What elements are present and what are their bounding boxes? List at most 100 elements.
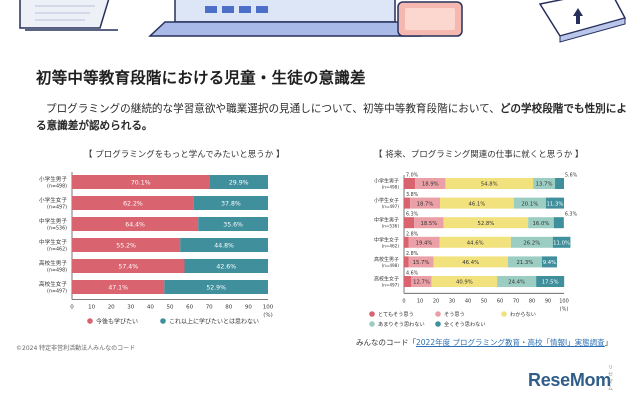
legend-marker — [435, 311, 441, 317]
category-n-label: (n=498) — [47, 184, 67, 190]
legend-label: あまりそう思わない — [378, 321, 425, 328]
bar-segment — [72, 175, 210, 189]
data-label: 5.6% — [565, 173, 578, 179]
x-tick-label: 10 — [417, 298, 423, 304]
legend-marker — [160, 318, 166, 324]
data-label: 2.8% — [406, 251, 419, 257]
data-label: 19.4% — [416, 240, 433, 246]
legend-label: これ以上に学びたいとは思わない — [169, 318, 259, 326]
bar-segment — [433, 256, 508, 268]
bar-segment — [198, 217, 268, 231]
data-label: 24.4% — [508, 280, 525, 286]
x-tick-label: 30 — [449, 298, 455, 304]
legend-marker — [87, 318, 93, 324]
category-label: 小学生男子 — [39, 175, 67, 183]
bar-segment — [443, 217, 529, 229]
chart-learning-motivation: 0 10 20 30 40 50 60 70 80 90 100(%)小学生男子(n=498)70.… — [39, 172, 274, 326]
category-n-label: (n=536) — [382, 224, 400, 229]
data-label: 40.9% — [456, 280, 473, 286]
data-label: 6.3% — [565, 212, 578, 218]
chart-programming-career: 0 10 20 30 40 50 60 70 80 90 100(%)小学生男子(n=498)7.0… — [369, 173, 578, 328]
data-label: 16.0% — [533, 221, 550, 227]
data-label: 47.1% — [108, 285, 128, 292]
category-label: 中学生女子 — [374, 236, 399, 243]
source-note: みんなのコード「2022年度 プログラミング教育・高校「情報Ⅰ」実態調査」 — [356, 337, 612, 348]
bar-segment — [415, 178, 446, 189]
bar-segment — [180, 238, 268, 252]
legend-label: 今後も学びたい — [96, 318, 138, 326]
legend-marker — [501, 311, 507, 317]
phone-illustration — [397, 1, 463, 37]
data-label: 64.4% — [125, 222, 145, 229]
x-tick-label: 50 — [481, 298, 487, 304]
data-label: 11.0% — [553, 240, 570, 246]
category-n-label: (n=497) — [382, 204, 400, 209]
data-label: 18.9% — [422, 182, 439, 188]
bar-segment — [404, 256, 409, 268]
bar-segment — [555, 178, 564, 189]
bar-segment — [536, 276, 565, 287]
x-tick-label: 100 — [263, 305, 274, 311]
source-link[interactable]: 2022年度 プログラミング教育・高校「情報Ⅰ」実態調査 — [416, 338, 605, 347]
header-illustration — [0, 0, 640, 52]
bar-segment — [72, 259, 185, 273]
data-label: 12.7% — [413, 280, 430, 286]
x-tick-label: 80 — [225, 305, 232, 311]
data-label: 54.8% — [481, 182, 498, 188]
resemom-logo[interactable]: ReseMom リセマム — [528, 365, 613, 392]
data-label: 26.2% — [523, 240, 540, 246]
bar-segment — [545, 197, 564, 209]
category-n-label: (n=498) — [47, 268, 67, 274]
bar-segment — [440, 197, 514, 209]
bar-segment — [404, 236, 409, 248]
bar-segment — [184, 259, 268, 273]
bar-segment — [404, 178, 416, 189]
bar-segment — [408, 236, 440, 248]
category-label: 高校生女子 — [374, 276, 399, 283]
legend-label: そう思う — [444, 311, 465, 318]
chart1-title: 【 プログラミングをもっと学んでみたいと思うか 】 — [84, 150, 285, 160]
bar-segment — [510, 236, 553, 248]
bar-segment — [431, 276, 498, 287]
data-label: 3.8% — [406, 192, 419, 198]
legend-marker — [369, 321, 375, 327]
chart2-title: 【 将来、プログラミング関連の仕事に就くと思うか 】 — [374, 150, 584, 160]
copyright: ©2024 特定非営利活動法人みんなのコード — [16, 345, 136, 352]
data-label: 7.0% — [406, 173, 419, 179]
data-label: 55.2% — [116, 243, 136, 250]
legend-label: とてもそう思う — [378, 311, 414, 318]
bar-segment — [193, 196, 268, 210]
bar-segment — [72, 217, 199, 231]
data-label: 20.1% — [521, 201, 538, 207]
x-tick-label: 50 — [167, 305, 174, 311]
bar-segment — [553, 217, 564, 229]
page-title: 初等中等教育段階における児童・生徒の意識差 — [36, 69, 366, 87]
x-tick-label: 60 — [497, 298, 503, 304]
bar-segment — [72, 238, 181, 252]
x-tick-label: 0 — [402, 298, 405, 304]
category-label: 高校生男子 — [39, 259, 67, 267]
bar-segment — [410, 197, 440, 209]
bar-segment — [414, 217, 444, 229]
bar-segment — [528, 217, 554, 229]
bar-segment — [411, 276, 432, 287]
bar-segment — [552, 236, 571, 248]
x-tick-label: 60 — [186, 305, 193, 311]
data-label: 62.2% — [123, 201, 143, 208]
x-tick-label: 100 — [559, 298, 569, 304]
x-tick-label: 40 — [147, 305, 154, 311]
x-tick-label: 0 — [70, 305, 74, 311]
lead-paragraph: プログラミングの継続的な学習意欲や職業選択の見通しについて、初等中等教育段階にお… — [36, 101, 636, 135]
category-label: 高校生女子 — [39, 280, 67, 288]
data-label: 46.4% — [462, 260, 479, 266]
data-label: 52.9% — [206, 285, 226, 292]
source-prefix: みんなのコード「 — [356, 338, 416, 347]
source-suffix: 」 — [604, 338, 613, 347]
category-label: 小学生女子 — [39, 196, 67, 204]
x-tick-label: 90 — [245, 305, 252, 311]
bar-segment — [513, 197, 546, 209]
x-tick-label: 20 — [108, 305, 115, 311]
x-tick-label: 10 — [88, 305, 95, 311]
lead-emphasis: どの学校段階でも性別による意識差が認められる。 — [36, 103, 627, 132]
data-label: 70.1% — [131, 180, 151, 187]
